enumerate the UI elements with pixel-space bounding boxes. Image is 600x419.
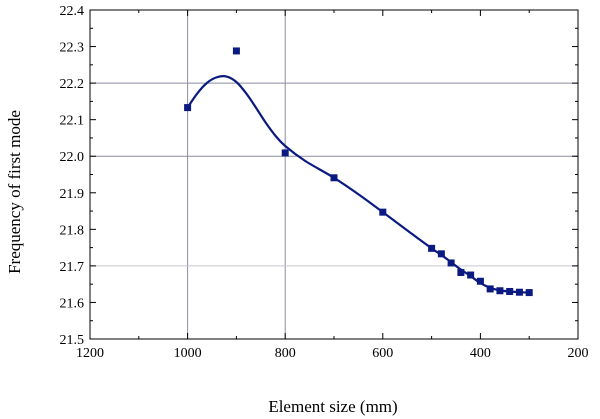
data-point xyxy=(476,277,484,285)
x-tick-label: 1000 xyxy=(174,346,202,361)
data-point xyxy=(184,104,192,112)
data-point xyxy=(330,174,338,182)
data-point xyxy=(486,285,494,293)
data-point xyxy=(457,268,465,276)
fit-curve-layer xyxy=(186,75,530,294)
tick-labels: 1200 1000 800 600 400 200 21.5 21.6 21.7 21.8 21.9… xyxy=(60,4,589,361)
grid-lines xyxy=(90,10,578,339)
data-point xyxy=(515,288,523,296)
x-tick-label: 1200 xyxy=(76,346,104,361)
data-point xyxy=(506,287,514,295)
data-point xyxy=(496,287,504,295)
data-point xyxy=(232,47,240,55)
y-tick-label: 21.5 xyxy=(60,333,85,348)
data-point xyxy=(379,208,387,216)
y-tick-label: 22.0 xyxy=(60,150,85,165)
data-point xyxy=(437,250,445,258)
x-tick-label: 600 xyxy=(372,346,393,361)
y-tick-label: 21.7 xyxy=(60,260,85,275)
y-tick-label: 22.4 xyxy=(60,4,85,19)
axes xyxy=(89,9,579,340)
y-tick-label: 21.6 xyxy=(60,296,85,311)
x-tick-label: 800 xyxy=(275,346,296,361)
y-tick-label: 22.1 xyxy=(60,114,85,129)
y-tick-label: 21.9 xyxy=(60,187,85,202)
fit-curve-line xyxy=(186,75,530,294)
data-markers xyxy=(184,47,533,297)
y-tick-label: 22.3 xyxy=(60,41,85,56)
x-axis-title: Element size (mm) xyxy=(268,397,397,416)
data-point xyxy=(467,271,475,279)
data-point xyxy=(525,289,533,297)
data-point xyxy=(428,244,436,252)
y-axis-title: Frequency of first mode xyxy=(5,110,24,274)
x-tick-label: 400 xyxy=(470,346,491,361)
y-tick-label: 22.2 xyxy=(60,77,85,92)
x-tick-label: 200 xyxy=(568,346,589,361)
data-point xyxy=(281,149,289,157)
data-point xyxy=(447,259,455,267)
y-tick-label: 21.8 xyxy=(60,223,85,238)
